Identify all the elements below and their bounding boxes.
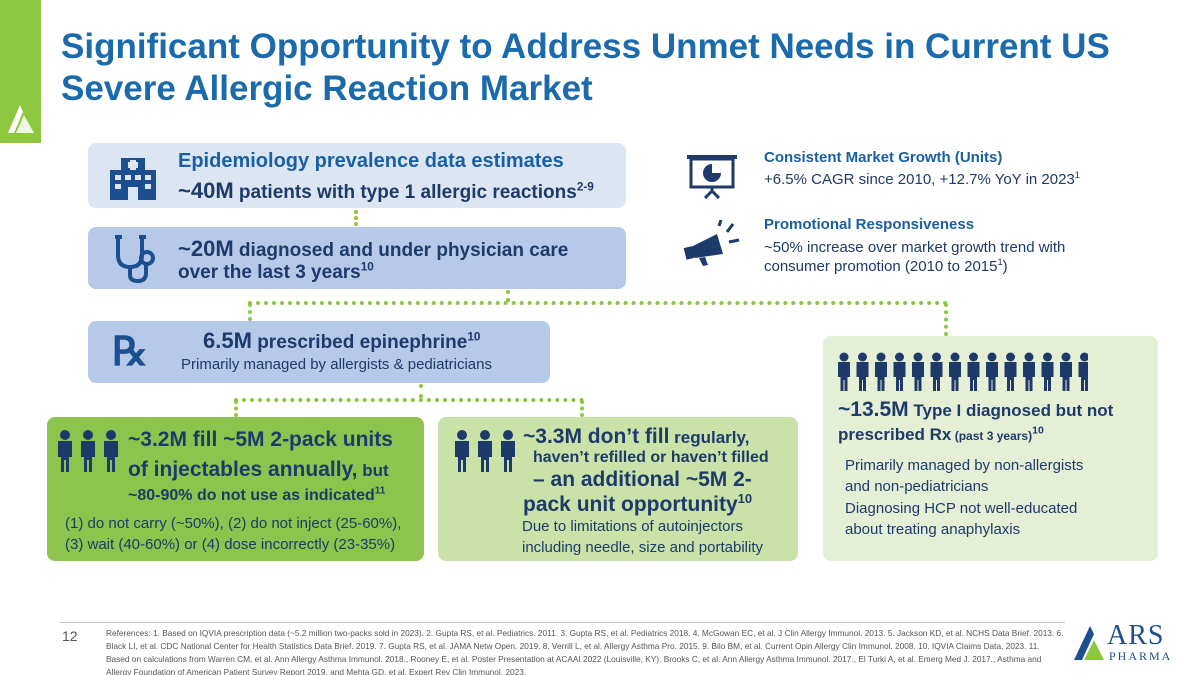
page-number: 12 [62, 628, 78, 644]
fill-line-2: of injectables annually, but [128, 458, 389, 482]
promo-line-2b: ) [1002, 258, 1008, 275]
rx-icon: ℞ [112, 329, 148, 374]
dont-fill-line-4-sup: 10 [737, 491, 753, 506]
diagnosed-line-2: over the last 3 years10 [178, 260, 374, 284]
prescribed-sup: 10 [467, 330, 481, 344]
not-prescribed-line-6: about treating anaphylaxis [845, 521, 1021, 538]
dont-fill-line-1a: ~3.3M don’t fill [523, 425, 670, 448]
fill-line-2b: but [357, 461, 389, 480]
promo-heading: Promotional Responsiveness [764, 216, 975, 233]
megaphone-icon [683, 220, 740, 266]
dont-fill-line-1: ~3.3M don’t fill regularly, [523, 425, 749, 449]
title-line-2: Severe Allergic Reaction Market [61, 69, 593, 108]
connector-7 [234, 398, 584, 402]
prescribed-text: prescribed epinephrine [251, 332, 468, 353]
references: References: 1. Based on IQVIA prescripti… [106, 628, 1064, 675]
not-prescribed-line-1b: Type I diagnosed but not [908, 401, 1114, 420]
epidemiology-sup: 2-9 [576, 180, 594, 194]
growth-text: +6.5% CAGR since 2010, +12.7% YoY in 202… [764, 171, 1075, 188]
diagnosed-text: diagnosed and under physician care [233, 240, 569, 261]
diagnosed-value: ~20M [178, 236, 234, 261]
not-prescribed-line-3: Primarily managed by non-allergists [845, 457, 1084, 474]
prescribed-value: 6.5M [203, 328, 252, 353]
prescribed-sub: Primarily managed by allergists & pediat… [181, 356, 492, 373]
accent-bar [0, 0, 41, 143]
dont-fill-line-4: pack unit opportunity10 [523, 491, 753, 517]
not-prescribed-line-2: prescribed Rx (past 3 years)10 [838, 425, 1044, 445]
people-icon [58, 430, 118, 472]
fill-line-3-sup: 11 [374, 485, 386, 497]
not-prescribed-line-5: Diagnosing HCP not well-educated [845, 500, 1078, 517]
connector-5 [944, 303, 948, 336]
fill-line-1: ~3.2M fill ~5M 2-pack units [128, 428, 393, 451]
prescribed-line: 6.5M prescribed epinephrine10 [203, 328, 480, 354]
connector-3 [248, 301, 948, 305]
people-row-icon [838, 352, 1096, 392]
fill-line-4: (1) do not carry (~50%), (2) do not inje… [65, 515, 402, 532]
growth-text-line: +6.5% CAGR since 2010, +12.7% YoY in 202… [764, 170, 1080, 188]
diagnosed-line-1: ~20M diagnosed and under physician care [178, 236, 568, 262]
epidemiology-value-line: ~40M patients with type 1 allergic react… [178, 178, 594, 204]
promo-line-2a: consumer promotion (2010 to 2015 [764, 258, 998, 275]
fill-line-3-text: ~80-90% do not use as indicated [128, 487, 375, 504]
dont-fill-line-6: including needle, size and portability [522, 539, 763, 556]
not-prescribed-line-1a: ~13.5M [838, 398, 909, 421]
epidemiology-text: patients with type 1 allergic reactions [233, 182, 577, 203]
dont-fill-line-5: Due to limitations of autoinjectors [522, 518, 743, 535]
connector-2 [506, 290, 510, 302]
connector-1 [354, 210, 358, 226]
promo-line-1: ~50% increase over market growth trend w… [764, 239, 1066, 256]
dont-fill-box [438, 417, 798, 561]
dont-fill-line-1b: regularly, [669, 428, 750, 447]
epidemiology-value: ~40M [178, 178, 234, 203]
dont-fill-line-2: haven’t refilled or haven’t filled [533, 449, 769, 466]
ars-pharma-logo-icon [1074, 626, 1104, 660]
promo-line-2-sup: 1 [997, 257, 1003, 267]
fill-line-3: ~80-90% do not use as indicated11 [128, 485, 386, 505]
not-prescribed-line-2b: (past 3 years) [951, 429, 1033, 443]
dont-fill-line-4-text: pack unit opportunity [523, 493, 738, 516]
epidemiology-box [88, 143, 626, 208]
hospital-icon [110, 158, 156, 200]
brand-sub: PHARMA [1109, 649, 1173, 663]
not-prescribed-line-2a: prescribed Rx [838, 425, 952, 444]
connector-4 [248, 303, 252, 321]
page-title: Significant Opportunity to Address Unmet… [61, 26, 1161, 110]
promo-line-2: consumer promotion (2010 to 20151) [764, 257, 1008, 275]
fill-line-5: (3) wait (40-60%) or (4) dose incorrectl… [65, 536, 396, 553]
epidemiology-heading: Epidemiology prevalence data estimates [178, 150, 564, 172]
dont-fill-line-3: – an additional ~5M 2- [533, 468, 752, 491]
title-line-1: Significant Opportunity to Address Unmet… [61, 27, 1110, 66]
growth-heading: Consistent Market Growth (Units) [764, 149, 1003, 166]
footer-divider [60, 622, 1065, 623]
people-icon [455, 430, 515, 472]
diagnosed-sup: 10 [360, 260, 374, 274]
connector-9 [580, 400, 584, 417]
prescribed-box [88, 321, 550, 383]
connector-6 [419, 384, 423, 398]
not-prescribed-line-1: ~13.5M Type I diagnosed but not [838, 398, 1113, 422]
diagnosed-box [88, 227, 626, 289]
not-prescribed-line-4: and non-pediatricians [845, 478, 989, 495]
growth-sup: 1 [1074, 170, 1080, 180]
ars-logo-mark-icon [8, 105, 34, 133]
chart-presentation-icon [687, 155, 737, 199]
brand-name: ARS [1107, 620, 1165, 651]
fill-line-2a: of injectables annually, [128, 458, 358, 481]
connector-8 [234, 400, 238, 417]
diagnosed-line-2-text: over the last 3 years [178, 262, 361, 283]
stethoscope-icon [115, 235, 155, 284]
not-prescribed-line-2-sup: 10 [1032, 424, 1044, 437]
